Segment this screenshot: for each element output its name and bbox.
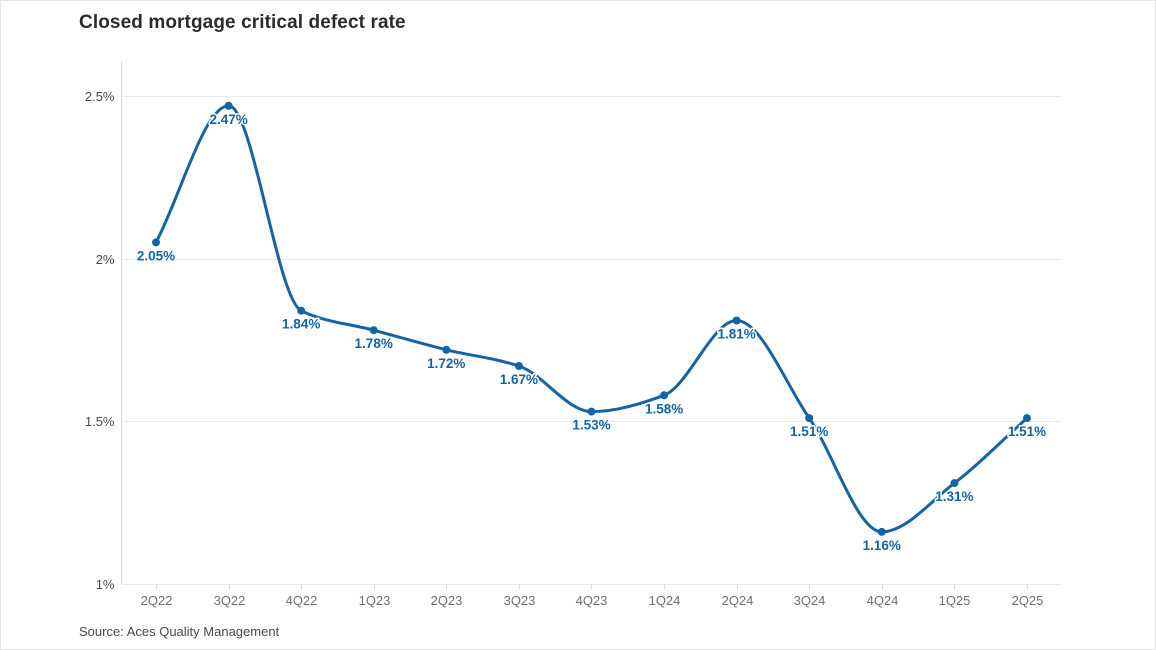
y-axis-tick-label: 1.5% xyxy=(85,414,115,429)
x-axis-tick-label: 3Q24 xyxy=(794,593,826,608)
x-axis-tick-label: 3Q22 xyxy=(214,593,246,608)
data-point xyxy=(442,345,451,354)
y-axis-tick-label: 2.5% xyxy=(85,89,115,104)
data-point xyxy=(224,101,233,110)
data-point-label: 1.72% xyxy=(427,356,465,371)
x-axis-tick-label: 3Q23 xyxy=(504,593,536,608)
data-point-label: 1.16% xyxy=(863,538,901,553)
data-point xyxy=(805,414,814,423)
data-point-label: 1.81% xyxy=(717,327,755,342)
data-point-label: 1.51% xyxy=(790,424,828,439)
data-point-label: 1.58% xyxy=(645,401,683,416)
data-point-label: 2.47% xyxy=(209,112,247,127)
x-axis-tick-label: 1Q24 xyxy=(649,593,681,608)
data-point xyxy=(877,527,886,536)
data-point xyxy=(152,238,160,247)
x-axis-tick-label: 2Q25 xyxy=(1012,593,1044,608)
chart-source: Source: Aces Quality Management xyxy=(79,624,280,639)
x-axis-tick-label: 2Q22 xyxy=(141,593,173,608)
chart-title: Closed mortgage critical defect rate xyxy=(79,12,406,33)
data-point-label: 2.05% xyxy=(137,248,175,263)
data-point-label: 1.31% xyxy=(935,489,973,504)
data-point-label: 1.78% xyxy=(355,336,393,351)
x-axis-tick-label: 2Q23 xyxy=(431,593,463,608)
y-axis-tick-label: 2% xyxy=(96,252,115,267)
data-point xyxy=(514,362,523,370)
y-axis-tick-label: 1% xyxy=(96,577,115,592)
data-point xyxy=(950,479,959,488)
data-point-label: 1.53% xyxy=(572,418,610,433)
x-axis-tick-label: 4Q24 xyxy=(867,593,899,608)
data-point xyxy=(660,391,669,400)
x-axis-tick-label: 4Q23 xyxy=(576,593,608,608)
x-axis-tick-label: 1Q25 xyxy=(939,593,971,608)
data-point xyxy=(369,326,378,335)
data-point xyxy=(587,407,596,416)
data-point-label: 1.84% xyxy=(282,317,320,332)
data-point xyxy=(732,316,741,325)
data-point xyxy=(1023,414,1031,423)
x-axis-tick-label: 2Q24 xyxy=(722,593,754,608)
x-axis-tick-label: 1Q23 xyxy=(359,593,391,608)
data-point-label: 1.51% xyxy=(1008,424,1046,439)
data-point-label: 1.67% xyxy=(500,372,538,387)
data-point xyxy=(297,306,306,315)
x-axis-tick-label: 4Q22 xyxy=(286,593,318,608)
